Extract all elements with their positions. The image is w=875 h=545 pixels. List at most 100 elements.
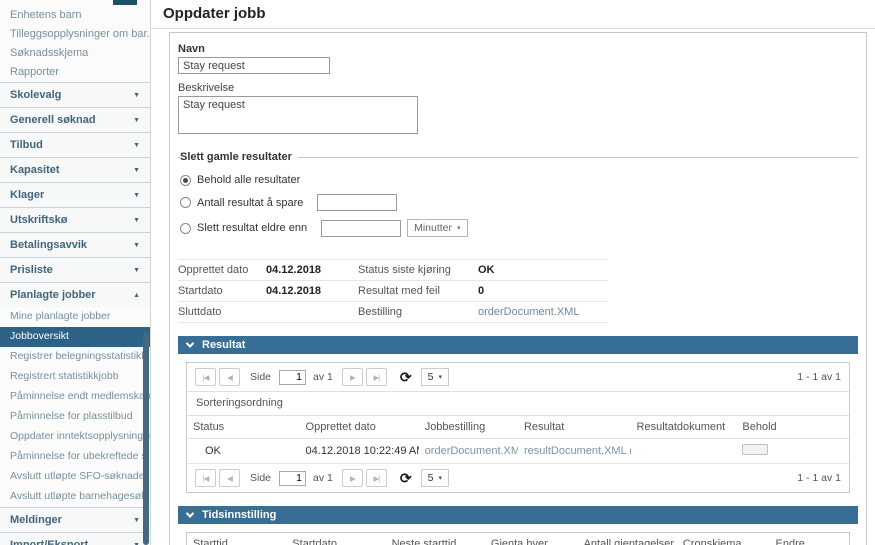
chevron-down-icon [185, 509, 195, 518]
column-header-neste-starttid[interactable]: Neste starttid [391, 538, 457, 545]
chevron-down-icon: ▼ [133, 166, 140, 174]
chevron-down-icon: ▼ [133, 141, 140, 149]
pagination-of-label: av 1 [313, 472, 333, 484]
sidebar-section-betalingsavvik[interactable]: Betalingsavvik ▼ [0, 232, 150, 257]
sidebar-item-rapporter[interactable]: Rapporter [10, 66, 59, 78]
sidebar-section-skolevalg[interactable]: Skolevalg ▼ [0, 82, 150, 107]
caret-down-icon: ▾ [457, 225, 461, 232]
section-title: Resultat [202, 339, 246, 351]
keep-checkbox[interactable] [742, 444, 769, 455]
column-header-behold[interactable]: Behold [742, 421, 777, 433]
pagination-prev-button[interactable]: ◀ [219, 469, 240, 487]
sidebar-section-kapasitet[interactable]: Kapasitet ▼ [0, 157, 150, 182]
sidebar-section-import-eksport[interactable]: Import/Eksport ▼ [0, 532, 150, 545]
column-header-resultatdokument[interactable]: Resultatdokument [636, 421, 726, 433]
sidebar-section-utskriftsko[interactable]: Utskriftskø ▼ [0, 207, 150, 232]
pagination-last-button[interactable]: ▶| [365, 368, 387, 386]
time-unit-select[interactable]: Minutter ▾ [407, 219, 468, 237]
sidebar-section-prisliste[interactable]: Prisliste ▼ [0, 257, 150, 282]
sidebar-section-klager[interactable]: Klager ▼ [0, 182, 150, 207]
pagination-side-label: Side [250, 371, 272, 383]
cell-job-order-link[interactable]: orderDocument.XML (972.. [424, 445, 518, 457]
refresh-icon[interactable]: ⟳ [399, 369, 412, 385]
delete-old-results-group: Slett gamle resultater Behold alle resul… [178, 151, 858, 249]
sidebar-scrollbar-thumb[interactable] [143, 332, 149, 545]
pagination-next-button[interactable]: ▶ [341, 469, 363, 487]
pagination-page-input[interactable] [279, 470, 307, 486]
column-header-starttid[interactable]: Starttid [193, 538, 228, 545]
sidebar-section-meldinger[interactable]: Meldinger ▼ [0, 507, 150, 532]
sidebar-item-tilleggsopplysninger[interactable]: Tilleggsopplysninger om bar... [10, 28, 150, 40]
sidebar-item-registrer-belegningsstatistikk[interactable]: Registrer belegningsstatistikk [10, 350, 147, 362]
sidebar-item-avslutt-utlopte-barnehagesok[interactable]: Avslutt utløpte barnehagesøk.. [10, 490, 150, 502]
sidebar: Enhetens barn Tilleggsopplysninger om ba… [0, 0, 151, 545]
section-title: Tidsinnstilling [202, 509, 277, 521]
sidebar-section-planlagte-jobber[interactable]: Planlagte jobber ▲ [0, 282, 150, 307]
radio-button-icon[interactable] [180, 222, 191, 234]
time-unit-value: Minutter [414, 222, 453, 234]
result-section-header[interactable]: Resultat [178, 336, 858, 354]
pagination-prev-button[interactable]: ◀ [219, 368, 240, 386]
cell-result-link[interactable]: resultDocument.XML (2,8.. [523, 445, 631, 457]
sidebar-item-soknadsskjema[interactable]: Søknadsskjema [10, 47, 89, 59]
radio-keep-all-results[interactable]: Behold alle resultater [180, 174, 858, 186]
sidebar-section-tilbud[interactable]: Tilbud ▼ [0, 132, 150, 157]
column-header-cronskjema[interactable]: Cronskjema [682, 538, 742, 545]
sidebar-item-paminnelse-for-plasstilbud[interactable]: Påminnelse for plasstilbud [10, 410, 133, 422]
sidebar-item-paminnelse-for-ubekreftede[interactable]: Påminnelse for ubekreftede s.. [10, 450, 150, 462]
column-header-startdato[interactable]: Startdato [292, 538, 337, 545]
radio-button-icon[interactable] [180, 197, 191, 208]
name-input[interactable] [178, 57, 330, 74]
sidebar-section-label: Klager [10, 189, 45, 201]
page-header: Oppdater jobb [151, 0, 875, 29]
radio-count-to-keep[interactable]: Antall resultat å spare [180, 194, 858, 211]
column-header-endre[interactable]: Endre [775, 538, 805, 545]
count-to-keep-input[interactable] [317, 194, 398, 211]
sidebar-item-registrert-statistikkjobb[interactable]: Registrert statistikkjobb [10, 370, 119, 382]
older-than-input[interactable] [321, 219, 402, 237]
info-value-order-document[interactable]: orderDocument.XML [478, 306, 580, 318]
info-label: Sluttdato [178, 306, 222, 318]
main-content: Oppdater jobb Navn Beskrivelse Stay requ… [151, 0, 875, 545]
page-size-select[interactable]: 5 ▾ [420, 368, 449, 386]
pagination-side-label: Side [250, 472, 272, 484]
sidebar-section-label: Generell søknad [10, 114, 96, 126]
pagination-page-input[interactable] [279, 369, 307, 385]
column-header-status[interactable]: Status [193, 421, 225, 433]
description-label: Beskrivelse [178, 82, 235, 94]
info-value [266, 306, 358, 318]
delete-old-results-legend: Slett gamle resultater [180, 151, 292, 163]
column-header-gjenta-hver[interactable]: Gjenta hver [490, 538, 548, 545]
schedule-section-header[interactable]: Tidsinnstilling [178, 506, 858, 524]
pagination-bar-top: |◀ ◀ Side av 1 ▶ ▶| ⟳ 5 ▾ 1 - 1 av 1 [187, 363, 849, 392]
caret-down-icon: ▾ [438, 374, 442, 381]
column-header-opprettet-dato[interactable]: Opprettet dato [305, 421, 376, 433]
sidebar-item-enhetens-barn[interactable]: Enhetens barn [10, 9, 82, 21]
sidebar-item-jobboversikt[interactable]: Jobboversikt [0, 327, 150, 347]
sidebar-item-avslutt-utlopte-sfo-soknader[interactable]: Avslutt utløpte SFO-søknader [10, 470, 149, 482]
pagination-next-button[interactable]: ▶ [341, 368, 363, 386]
description-textarea[interactable]: Stay request [178, 96, 418, 134]
pagination-first-button[interactable]: |◀ [195, 368, 216, 386]
sidebar-item-paminnelse-endt-medlemskap[interactable]: Påminnelse endt medlemskap [10, 390, 150, 402]
sidebar-section-generell-soknad[interactable]: Generell søknad ▼ [0, 107, 150, 132]
pagination-last-button[interactable]: ▶| [365, 469, 387, 487]
column-header-resultat[interactable]: Resultat [523, 421, 565, 433]
sidebar-section-label: Utskriftskø [10, 214, 68, 226]
sidebar-item-oppdater-inntektsopplysninger[interactable]: Oppdater inntektsopplysninger [10, 430, 150, 442]
info-label: Bestilling [358, 306, 403, 318]
radio-delete-older-than[interactable]: Slett resultat eldre enn Minutter ▾ [180, 219, 858, 237]
sidebar-item-mine-planlagte-jobber[interactable]: Mine planlagte jobber [10, 310, 111, 322]
column-header-jobbestilling[interactable]: Jobbestilling [424, 421, 486, 433]
radio-button-icon[interactable] [180, 174, 191, 186]
chevron-down-icon: ▼ [133, 91, 140, 99]
chevron-down-icon: ▼ [133, 216, 140, 224]
result-table-row[interactable]: OK 04.12.2018 10:22:49 AM orderDocument.… [187, 439, 849, 464]
page-size-select[interactable]: 5 ▾ [420, 469, 449, 487]
refresh-icon[interactable]: ⟳ [399, 470, 412, 486]
chevron-down-icon: ▼ [133, 516, 140, 524]
pagination-first-button[interactable]: |◀ [195, 469, 216, 487]
column-header-antall-gjentagelser[interactable]: Antall gjentagelser [583, 538, 675, 545]
cell-behold [736, 444, 849, 458]
